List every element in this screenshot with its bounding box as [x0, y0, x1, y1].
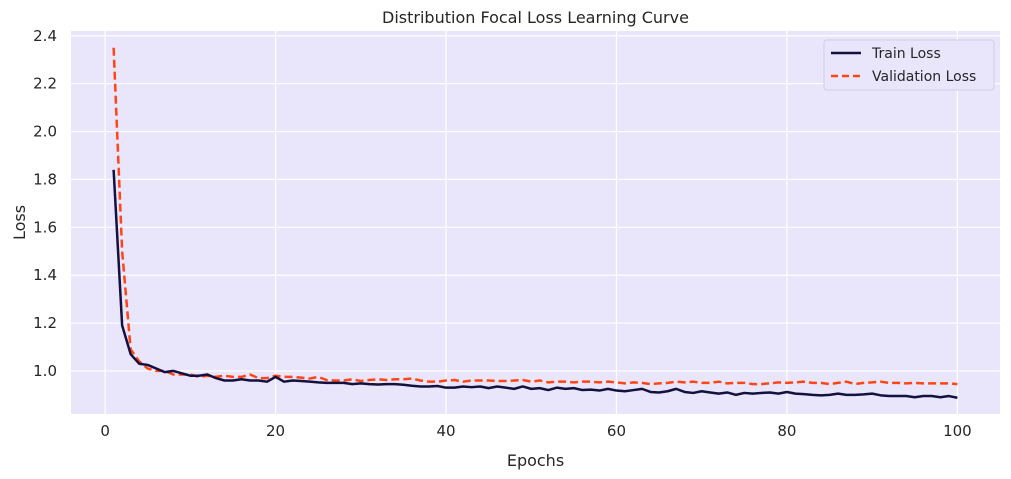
y-tick-label: 1.4: [33, 266, 57, 284]
x-tick-label: 40: [436, 422, 455, 440]
grid-lines: [71, 31, 1000, 414]
x-tick-label: 60: [607, 422, 626, 440]
legend-box: [823, 39, 995, 91]
y-tick-label: 1.2: [33, 314, 57, 332]
chart-title: Distribution Focal Loss Learning Curve: [382, 8, 689, 27]
series-line-train-loss: [112, 169, 958, 399]
y-tick-label: 1.8: [33, 170, 57, 188]
x-tick-label: 100: [943, 422, 972, 440]
legend-label-train-loss: Train Loss: [871, 46, 941, 62]
y-tick-label: 2.0: [33, 123, 57, 141]
series-lines: [112, 47, 958, 399]
y-tick-label: 2.2: [33, 75, 57, 93]
x-tick-label: 80: [777, 422, 796, 440]
y-axis-label: Loss: [10, 205, 29, 240]
x-tick-label: 0: [100, 422, 110, 440]
plot-area: [71, 31, 1000, 414]
y-tick-label: 1.6: [33, 218, 57, 236]
legend-label-validation-loss: Validation Loss: [872, 69, 976, 85]
x-axis-label: Epochs: [507, 451, 564, 470]
series-line-validation-loss: [112, 47, 958, 386]
tick-labels: 0 20 40 60 80 100 1.0 1.2 1.4 1.6 1.8 2.0 2.2 2.4: [33, 27, 972, 440]
x-tick-label: 20: [266, 422, 285, 440]
y-tick-label: 2.4: [33, 27, 57, 45]
legend: Train Loss Validation Loss: [823, 39, 995, 91]
y-tick-label: 1.0: [33, 362, 57, 380]
